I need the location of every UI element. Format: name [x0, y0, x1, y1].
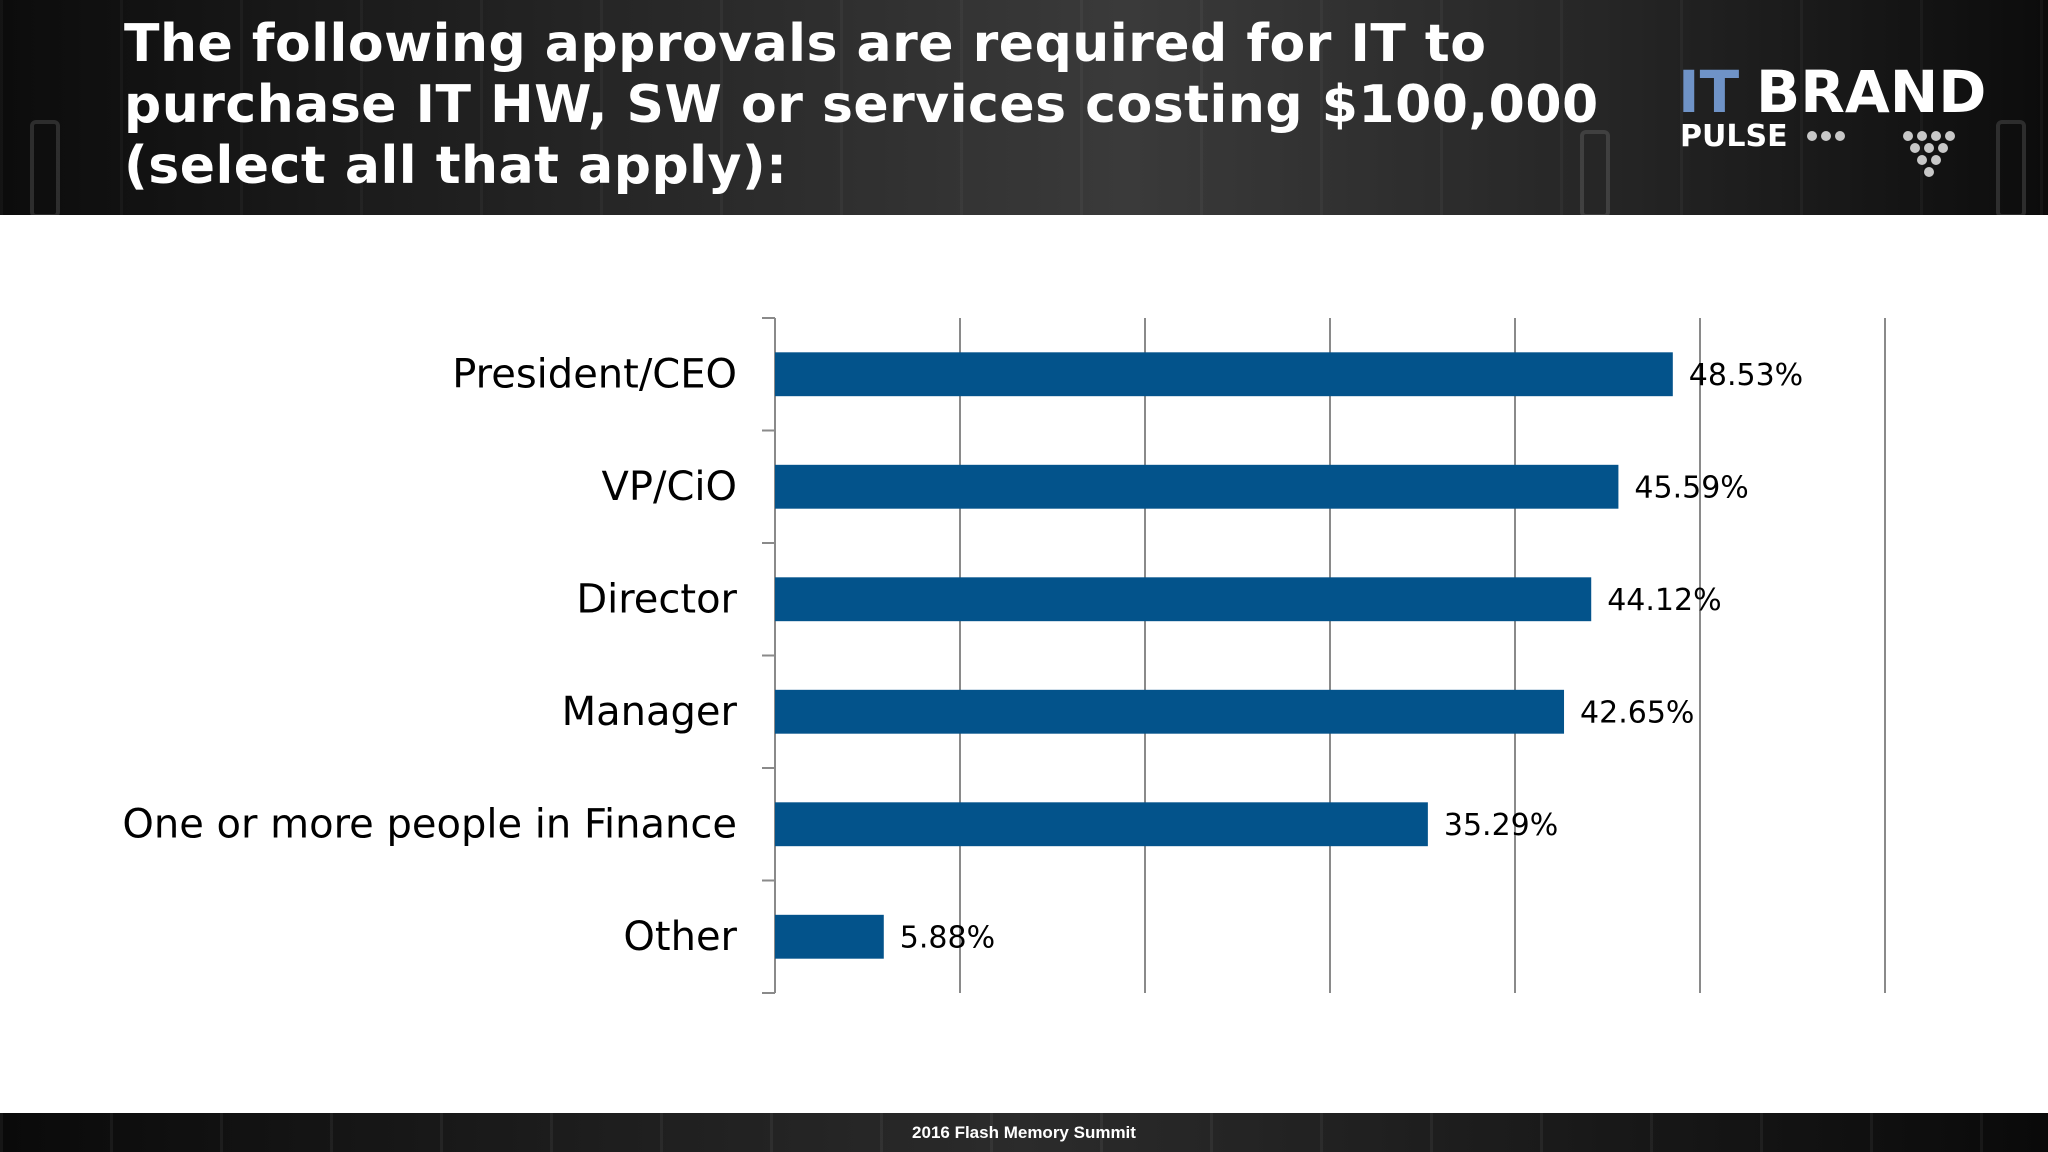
bar	[775, 577, 1592, 622]
category-label: One or more people in Finance	[122, 801, 737, 847]
rack-handle-decoration	[1580, 130, 1610, 215]
logo-it-text: IT	[1678, 60, 1740, 126]
data-label: 35.29%	[1444, 808, 1558, 843]
rack-handle-decoration	[1996, 120, 2026, 215]
bar	[775, 464, 1619, 509]
category-label: VP/CiO	[602, 464, 738, 510]
footer-text: 2016 Flash Memory Summit	[912, 1123, 1136, 1142]
slide-header: The following approvals are required for…	[0, 0, 2048, 215]
logo-dots-icon	[1807, 131, 1955, 177]
bar-chart-svg: President/CEO 48.53% VP/CiO 45.59% Director 4…	[122, 317, 1886, 994]
bar	[775, 352, 1673, 397]
slide-footer: 2016 Flash Memory Summit	[0, 1113, 2048, 1152]
bar	[775, 689, 1565, 734]
category-label: Other	[623, 914, 737, 960]
category-label: President/CEO	[452, 351, 737, 397]
category-label: Director	[576, 576, 737, 622]
slide-title: The following approvals are required for…	[124, 14, 1599, 196]
bar	[775, 914, 884, 959]
logo-pulse-text: PULSE	[1680, 119, 1788, 154]
data-label: 48.53%	[1689, 358, 1803, 393]
itbrand-pulse-logo: IT BRAND PULSE	[1676, 58, 2016, 180]
data-label: 44.12%	[1607, 583, 1721, 618]
logo-graphic: IT BRAND PULSE	[1678, 58, 1986, 177]
data-label: 5.88%	[900, 920, 995, 955]
bar-chart: President/CEO 48.53% VP/CiO 45.59% Director 4…	[0, 215, 2048, 1113]
bar	[775, 802, 1428, 847]
rack-handle-decoration	[30, 120, 60, 215]
logo-brand-text: BRAND	[1756, 60, 1986, 126]
data-label: 42.65%	[1580, 695, 1694, 730]
data-label: 45.59%	[1634, 470, 1748, 505]
category-label: Manager	[562, 689, 738, 735]
